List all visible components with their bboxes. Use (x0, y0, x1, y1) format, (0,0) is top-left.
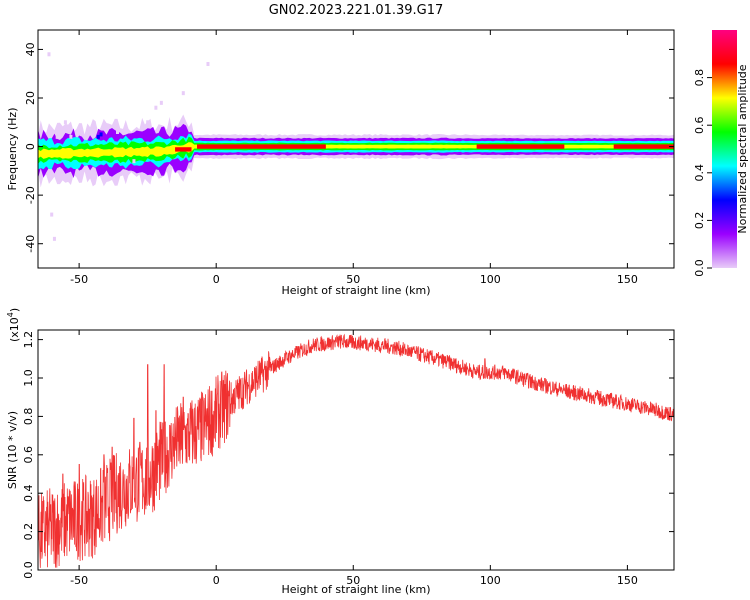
spectrum-scatter-point (116, 130, 119, 134)
spectrogram-y-label: Frequency (Hz) (6, 108, 19, 191)
snr-y-tick-label: 1.2 (22, 331, 35, 349)
spectrogram-x-label: Height of straight line (km) (281, 284, 430, 297)
spectrogram-x-tick-label: 150 (617, 273, 638, 286)
spectrogram-x-tick-label: -50 (70, 273, 88, 286)
snr-y-tick-label: 0.4 (22, 484, 35, 502)
spectrum-scatter-point (99, 132, 103, 137)
snr-axes: -50 0 50 100 150 0.0 0.2 0.4 0.6 0.8 1.0 1.2 (22, 330, 674, 587)
snr-y-tick-label: 0.0 (22, 561, 35, 579)
figure-title: GN02.2023.221.01.39.G17 (269, 3, 444, 18)
snr-y-tick-label: 0.8 (22, 408, 35, 426)
spectrum-scatter-point (47, 52, 51, 57)
spectrum-scatter-point (52, 236, 56, 241)
colorbar-label: Normalized spectral amplitude (736, 64, 749, 233)
snr-frame (37, 329, 675, 571)
snr-plot-area (38, 330, 674, 570)
spectrum-scatter-point (91, 168, 95, 173)
spectrum-scatter-point (63, 120, 67, 125)
colorbar-tick-label: 0.2 (693, 212, 706, 230)
spectrum-scatter-point (69, 134, 73, 139)
snr-y-label: SNR (10 * v/v) (6, 411, 19, 489)
snr-x-tick-label: 0 (213, 574, 220, 587)
spectrogram-marks (38, 52, 674, 241)
spectrogram-panel: -50 0 50 100 150 40 20 0 -20 -40 Height of straig… (6, 29, 675, 297)
snr-x-tick-label: 150 (617, 574, 638, 587)
spectrogram-y-tick-label: 40 (24, 42, 37, 56)
snr-x-tick-label: 100 (480, 574, 501, 587)
spectrogram-x-tick-label: 50 (346, 273, 360, 286)
spectrum-peak-segment (197, 144, 326, 149)
snr-panel: -50 0 50 100 150 0.0 0.2 0.4 0.6 0.8 1.0 1.2 Height… (6, 308, 675, 596)
spectrogram-y-tick-label: 0 (24, 143, 37, 150)
svg-text:(x104): (x104) (6, 308, 21, 342)
spectrum-peak-segment (476, 144, 565, 149)
snr-x-label: Height of straight line (km) (281, 583, 430, 596)
colorbar-axes: 0.0 0.2 0.4 0.6 0.8 (693, 69, 712, 277)
spectrogram-x-tick-label: 0 (213, 273, 220, 286)
spectrum-scatter-point (154, 105, 158, 110)
colorbar-tick-label: 0.8 (693, 69, 706, 87)
spectrogram-y-tick-label: 20 (24, 91, 37, 105)
colorbar-tick-label: 0.6 (693, 116, 706, 134)
snr-series-line (38, 333, 674, 570)
snr-y-tick-label: 0.6 (22, 446, 35, 464)
snr-x-tick-label: 50 (346, 574, 360, 587)
colorbar-gradient (712, 30, 737, 268)
spectrum-scatter-point (146, 120, 150, 125)
colorbar: 0.0 0.2 0.4 0.6 0.8 Normalized spectral ampl… (693, 30, 749, 277)
colorbar-tick-label: 0.4 (693, 164, 706, 182)
snr-y-tick-label: 1.0 (22, 369, 35, 387)
snr-x-tick-label: -50 (70, 574, 88, 587)
spectrum-scatter-point (132, 159, 136, 164)
spectrum-scatter-point (159, 100, 163, 105)
spectrum-band-layer (38, 136, 674, 164)
spectrum-scatter-point (206, 62, 210, 66)
spectrogram-x-tick-label: 100 (480, 273, 501, 286)
spectrum-peak-segment (175, 147, 192, 152)
spectrum-scatter-point (96, 134, 100, 139)
snr-y-multiplier-exponent: 4 (6, 312, 15, 317)
spectrum-scatter-point (181, 91, 185, 96)
spectrum-peak-segment (613, 144, 674, 149)
spectrum-scatter-point (50, 212, 54, 217)
snr-y-multiplier-base: (x10 (8, 317, 21, 342)
spectrum-band-layer (38, 133, 674, 170)
snr-y-tick-label: 0.2 (22, 523, 35, 541)
snr-y-multiplier: (x104) (6, 308, 21, 342)
spectrogram-y-tick-label: -40 (24, 235, 37, 253)
spectrogram-frame (37, 29, 675, 269)
spectrogram-axes: -50 0 50 100 150 40 20 0 -20 -40 (24, 30, 674, 286)
colorbar-tick-label: 0.0 (693, 259, 706, 277)
spectrogram-y-tick-label: -20 (24, 186, 37, 204)
spectrum-scatter-point (55, 134, 59, 139)
